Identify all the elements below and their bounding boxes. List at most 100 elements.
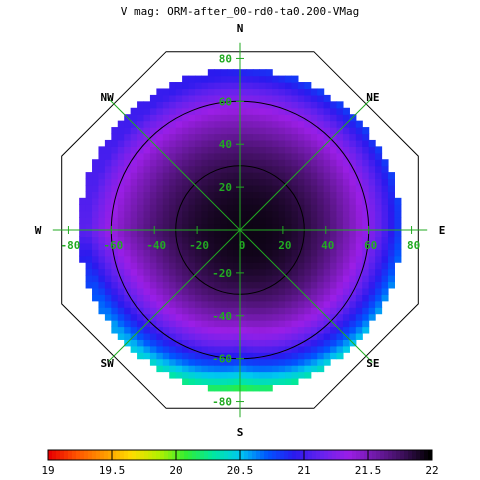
heat-cell (387, 236, 395, 244)
heat-cell (240, 352, 248, 360)
heat-cell (201, 236, 209, 244)
heat-cell (149, 204, 157, 212)
heat-cell (304, 217, 312, 225)
heat-cell (162, 172, 170, 180)
heat-cell (92, 268, 100, 276)
heat-cell (323, 300, 331, 308)
heat-cell (175, 210, 183, 218)
heat-cell (214, 101, 222, 109)
heat-cell (130, 133, 138, 141)
heat-cell (310, 281, 318, 289)
heat-cell (182, 339, 190, 347)
heat-cell (285, 255, 293, 263)
heat-cell (272, 230, 280, 238)
heat-cell (104, 172, 112, 180)
heat-cell (214, 75, 222, 83)
heat-cell (375, 307, 383, 315)
heat-cell (194, 365, 202, 373)
heat-cell (278, 371, 286, 379)
colorbar-segment (304, 450, 309, 460)
heat-cell (117, 313, 125, 321)
heat-cell (362, 326, 370, 334)
heat-cell (182, 320, 190, 328)
heat-cell (259, 101, 267, 109)
heat-cell (323, 249, 331, 257)
heat-cell (130, 242, 138, 250)
heat-cell (285, 377, 293, 385)
heat-cell (317, 88, 325, 96)
heat-cell (182, 94, 190, 102)
heat-cell (330, 114, 338, 122)
heat-cell (130, 204, 138, 212)
heat-cell (85, 217, 93, 225)
heat-cell (252, 236, 260, 244)
heat-cell (98, 191, 106, 199)
heat-cell (240, 159, 248, 167)
heat-cell (201, 210, 209, 218)
colorbar-segment (348, 450, 353, 460)
heat-cell (285, 120, 293, 128)
heat-cell (381, 191, 389, 199)
heat-cell (156, 127, 164, 135)
heat-cell (240, 152, 248, 160)
heat-cell (111, 287, 119, 295)
heat-cell (349, 242, 357, 250)
heat-cell (194, 262, 202, 270)
heat-cell (342, 159, 350, 167)
heat-cell (162, 191, 170, 199)
heat-cell (156, 159, 164, 167)
heat-cell (368, 242, 376, 250)
colorbar-segment (364, 450, 369, 460)
heat-cell (342, 300, 350, 308)
direction-label-s: S (237, 426, 244, 439)
heat-cell (375, 236, 383, 244)
colorbar-segment (148, 450, 153, 460)
heat-cell (214, 313, 222, 321)
heat-cell (342, 255, 350, 263)
heat-cell (227, 358, 235, 366)
heat-cell (194, 165, 202, 173)
heat-cell (182, 139, 190, 147)
heat-cell (194, 345, 202, 353)
heat-cell (156, 172, 164, 180)
heat-cell (304, 146, 312, 154)
heat-cell (317, 249, 325, 257)
heat-cell (285, 313, 293, 321)
heat-cell (194, 172, 202, 180)
colorbar-segment (196, 450, 201, 460)
heat-cell (169, 230, 177, 238)
heat-cell (285, 352, 293, 360)
heat-cell (291, 204, 299, 212)
heat-cell (342, 184, 350, 192)
heat-cell (130, 127, 138, 135)
heat-cell (349, 320, 357, 328)
heat-cell (130, 339, 138, 347)
heat-cell (355, 320, 363, 328)
heat-cell (246, 352, 254, 360)
heat-cell (285, 262, 293, 270)
heat-cell (330, 300, 338, 308)
heat-cell (240, 165, 248, 173)
heat-cell (285, 320, 293, 328)
heat-cell (227, 339, 235, 347)
heat-cell (188, 197, 196, 205)
heat-cell (252, 139, 260, 147)
heat-cell (79, 230, 87, 238)
heat-cell (246, 339, 254, 347)
heat-cell (104, 242, 112, 250)
heat-cell (124, 197, 132, 205)
heat-cell (162, 230, 170, 238)
heat-cell (162, 197, 170, 205)
heat-cell (169, 133, 177, 141)
heat-cell (317, 127, 325, 135)
heat-cell (162, 255, 170, 263)
heat-cell (246, 178, 254, 186)
heat-cell (162, 352, 170, 360)
heat-cell (201, 139, 209, 147)
heat-cell (169, 178, 177, 186)
heat-cell (98, 242, 106, 250)
heat-cell (182, 249, 190, 257)
heat-cell (387, 217, 395, 225)
heat-cell (323, 281, 331, 289)
heat-cell (143, 326, 151, 334)
